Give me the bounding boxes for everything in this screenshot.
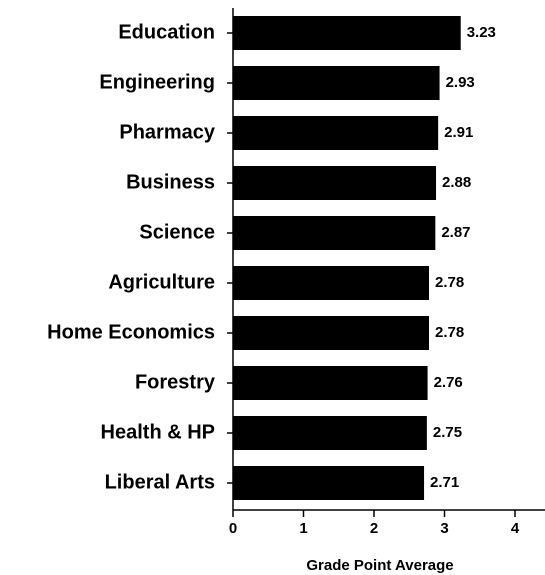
x-tick-label: 2 — [370, 520, 378, 537]
bar — [233, 166, 437, 200]
value-label: 2.78 — [435, 324, 464, 341]
value-label: 2.87 — [441, 224, 470, 241]
bar — [233, 466, 425, 500]
value-label: 2.75 — [433, 424, 462, 441]
bar — [233, 316, 429, 350]
x-tick-label: 0 — [229, 520, 237, 537]
x-axis-label: Grade Point Average — [306, 557, 453, 574]
value-label: 2.76 — [434, 374, 463, 391]
y-tick-label: Forestry — [135, 371, 216, 393]
x-tick-label: 1 — [299, 520, 307, 537]
x-tick-label: 3 — [440, 520, 448, 537]
bar — [233, 116, 439, 150]
value-label: 2.91 — [444, 124, 473, 141]
bar — [233, 16, 461, 50]
bar — [233, 366, 428, 400]
y-tick-label: Engineering — [99, 71, 215, 93]
bar — [233, 66, 440, 100]
y-tick-label: Health & HP — [101, 421, 215, 443]
value-label: 2.88 — [442, 174, 471, 191]
value-label: 2.71 — [430, 474, 459, 491]
value-label: 2.93 — [446, 74, 475, 91]
y-tick-label: Science — [139, 221, 215, 243]
y-tick-label: Liberal Arts — [105, 471, 215, 493]
bar — [233, 266, 429, 300]
bar — [233, 216, 436, 250]
y-tick-label: Education — [118, 21, 215, 43]
y-tick-label: Pharmacy — [119, 121, 215, 143]
y-tick-label: Business — [126, 171, 215, 193]
value-label: 3.23 — [467, 24, 496, 41]
x-tick-label: 4 — [511, 520, 520, 537]
y-tick-label: Agriculture — [108, 271, 215, 293]
y-tick-label: Home Economics — [47, 321, 215, 343]
bar — [233, 416, 427, 450]
value-label: 2.78 — [435, 274, 464, 291]
